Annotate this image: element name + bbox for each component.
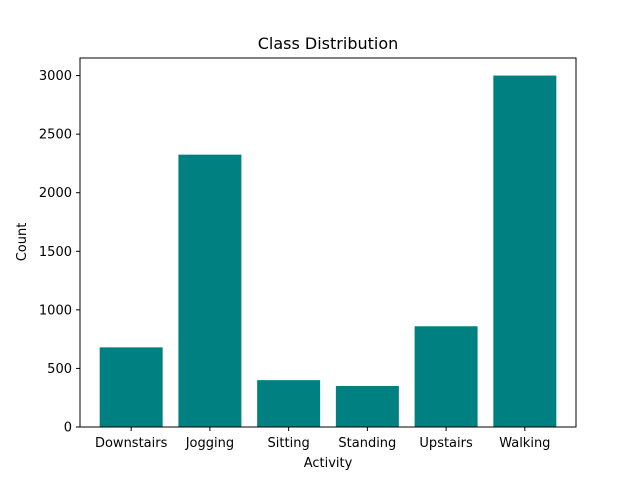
bars-group [99,75,557,428]
plot-frame [79,57,577,428]
x-axis-label: Activity [304,456,353,471]
x-tick-label: Jogging [185,436,234,451]
y-tick-label: 500 [47,362,72,377]
y-tick-label: 1500 [39,245,72,260]
x-tick-label: Upstairs [419,436,473,451]
x-tick-label: Standing [338,436,396,451]
y-axis: 0 500 1000 1500 2000 2500 3000 [39,69,80,436]
bar-standing [335,386,399,427]
y-tick-label: 0 [64,421,72,436]
x-tick-label: Walking [499,436,550,451]
y-axis-label: Count [15,223,30,262]
y-tick-label: 2000 [39,186,72,201]
x-axis: Downstairs Jogging Sitting Standing Upstairs… [95,427,550,451]
bar-downstairs [99,347,163,427]
bar-jogging [178,154,242,427]
bar-walking [493,75,557,428]
bar-upstairs [414,326,478,427]
y-tick-label: 3000 [39,69,72,84]
x-tick-label: Sitting [268,436,310,451]
y-tick-label: 1000 [39,303,72,318]
bar-sitting [257,380,321,427]
chart-title: Class Distribution [258,34,399,53]
x-tick-label: Downstairs [95,436,168,451]
y-tick-label: 2500 [39,128,72,143]
